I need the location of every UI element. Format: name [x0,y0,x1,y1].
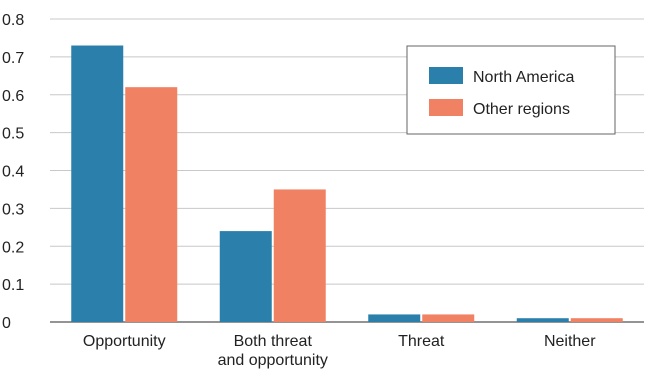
legend-label: Other regions [473,101,570,118]
y-tick-label: 0.4 [2,164,24,181]
legend-label: North America [473,69,574,86]
x-category-label: Neither [544,333,596,350]
y-axis-ticks: 0 0.1 0.2 0.3 0.4 0.5 0.6 0.7 0.8 [2,12,24,332]
legend: North America Other regions [406,45,616,135]
bar-other-regions [422,314,475,322]
bar-other-regions [570,318,623,322]
bars [71,45,623,322]
y-tick-label: 0.3 [2,201,24,218]
y-tick-label: 0 [2,315,11,332]
bar-north-america [516,318,569,322]
legend-box [406,45,616,135]
y-tick-label: 0.1 [2,277,24,294]
bar-north-america [219,231,272,322]
x-category-label: and opportunity [218,352,328,369]
x-category-label: Threat [398,333,445,350]
y-tick-label: 0.8 [2,12,24,29]
bar-north-america [71,45,124,322]
y-tick-label: 0.5 [2,126,24,143]
legend-swatch [429,67,463,84]
bar-other-regions [273,189,326,322]
legend-swatch [429,99,463,116]
bar-north-america [368,314,421,322]
y-tick-label: 0.7 [2,50,24,67]
x-category-label: Both threat [234,333,313,350]
x-category-label: Opportunity [83,333,166,350]
y-tick-label: 0.6 [2,88,24,105]
y-tick-label: 0.2 [2,239,24,256]
x-axis-categories: Opportunity Both threat and opportunity Thr… [83,333,596,369]
bar-other-regions [125,87,178,322]
